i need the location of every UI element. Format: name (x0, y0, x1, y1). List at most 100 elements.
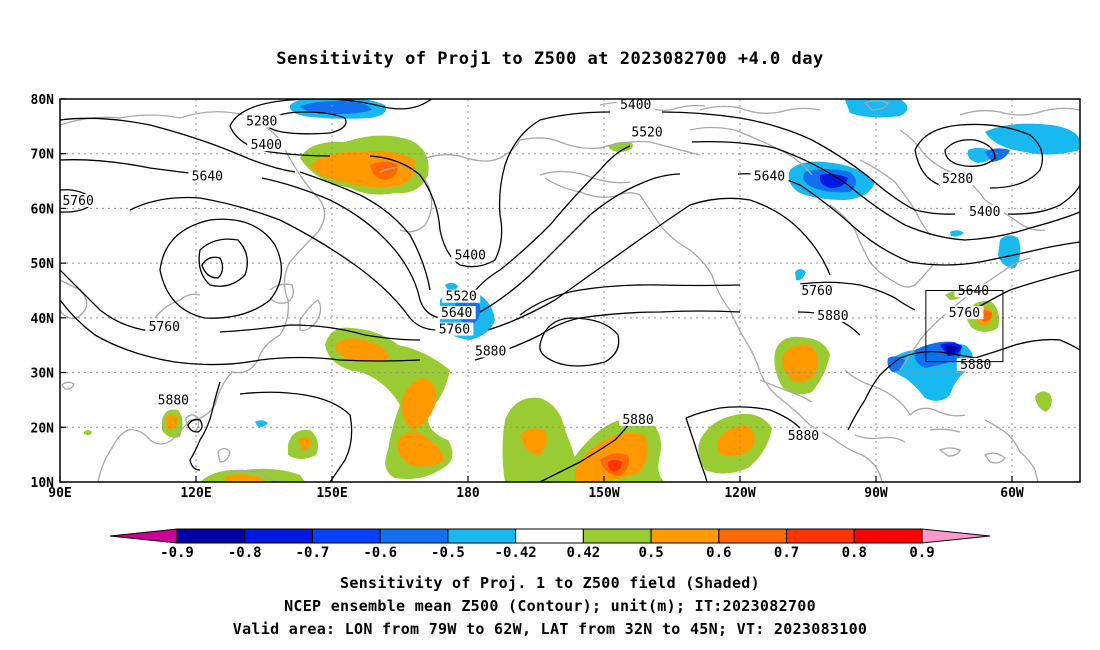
contour-label-bg (965, 204, 1004, 218)
contour-5880-west-loop (198, 238, 248, 287)
contour-label-bg (60, 193, 98, 207)
colorbar-swatch (447, 528, 517, 544)
positive-region-strong (717, 425, 755, 457)
x-tick-label: 90E (48, 486, 71, 501)
y-tick-label: 50N (31, 257, 55, 272)
contour-5280-right (914, 123, 1044, 189)
contour-5640-left-b (261, 177, 441, 319)
contour-label: 5880 (788, 429, 819, 444)
contour-5640-mid (479, 173, 681, 313)
contour-label: 5280 (246, 115, 277, 130)
colorbar-label: -0.6 (363, 545, 397, 561)
contour-5760-lower-left (60, 269, 161, 333)
negative-region (445, 282, 458, 291)
x-tick-label: 150W (588, 486, 619, 501)
positive-region-strong (401, 378, 437, 430)
contour-5760-left-b (129, 196, 439, 331)
z500-contours (60, 99, 1080, 482)
contour-label-bg (784, 429, 823, 443)
sensitivity-shading (84, 99, 1080, 482)
negative-region (998, 235, 1021, 268)
colorbar-label: -0.8 (228, 545, 262, 561)
colorbar-swatch (582, 528, 652, 544)
y-tick-label: 80N (31, 93, 55, 108)
contour-5520-left (60, 117, 296, 173)
contour-label-bg (435, 322, 474, 336)
colorbar-label: 0.6 (706, 545, 731, 561)
colorbar-swatch (515, 528, 584, 544)
colorbar: -0.9 -0.8 -0.7 -0.6 -0.5 -0.42 0.42 0.5 0.6 0.7 0.… (109, 528, 991, 561)
caption-line-1: Sensitivity of Proj. 1 to Z500 field (Sh… (340, 574, 760, 592)
contour-5400-left-c (369, 111, 611, 268)
contour-label-bg (437, 306, 476, 320)
negative-region (845, 99, 908, 118)
contour-label: 5760 (62, 194, 93, 209)
contour-label-bg (945, 306, 984, 320)
contour-label: 5880 (475, 344, 506, 359)
contour-label-bg (154, 393, 193, 407)
x-tick-label: 90W (864, 486, 888, 501)
contour-label: 5640 (754, 169, 785, 184)
positive-region (1035, 391, 1052, 412)
y-tick-label: 70N (31, 148, 55, 163)
contour-label-bg (442, 289, 481, 303)
contour-label: 5520 (631, 126, 662, 141)
positive-region-strong (335, 338, 390, 362)
colorbar-label: 0.8 (842, 545, 867, 561)
x-tick-label: 120W (724, 486, 755, 501)
negative-region-strong (300, 100, 372, 115)
contour-label: 5400 (969, 205, 1000, 220)
contour-5280-inner (944, 139, 996, 167)
colorbar-swatch (176, 528, 246, 544)
positive-region-strong (520, 428, 547, 455)
positive-region-strong (397, 432, 445, 467)
positive-region-core (607, 460, 622, 472)
contour-label: 5640 (192, 169, 223, 184)
colorbar-label: -0.7 (296, 545, 330, 561)
colorbar-label: -0.5 (431, 545, 465, 561)
colorbar-low-extend (109, 528, 178, 544)
contour-5520-mid (299, 171, 431, 291)
contour-label-bg (619, 412, 657, 426)
negative-region (795, 269, 806, 281)
contour-label-bg (813, 308, 852, 322)
colorbar-swatch (650, 528, 720, 544)
contour-5760-lower-left-b (219, 324, 421, 341)
colorbar-swatch (718, 528, 788, 544)
colorbar-label: 0.42 (567, 545, 601, 561)
colorbar-label: 0.9 (909, 545, 934, 561)
contour-label-bg (750, 169, 789, 183)
contour-5760-r-c (519, 284, 741, 316)
contour-5640-r (737, 173, 1080, 266)
chart-title: Sensitivity of Proj1 to Z500 at 20230827… (276, 49, 824, 69)
contour-5880-mex-b (685, 417, 708, 482)
contour-5880-mid (579, 310, 741, 319)
contour-label-bg (798, 284, 837, 298)
colorbar-swatch (244, 528, 313, 544)
contour-label: 5760 (149, 320, 180, 335)
positive-region-strong (165, 415, 178, 430)
colorbar-swatch (853, 528, 923, 544)
contour-5880-sw (239, 391, 353, 482)
contour-5880-east (847, 350, 976, 431)
x-tick-label: 150E (316, 486, 347, 501)
contour-5880-west-outer (159, 218, 282, 319)
contour-5880-west-inner (201, 256, 224, 279)
contour-label: 5640 (958, 284, 989, 299)
contour-5760-r-b (969, 269, 1080, 313)
contour-label: 5760 (801, 284, 832, 299)
plot-frame (59, 98, 1081, 483)
colorbar-label: -0.9 (160, 545, 194, 561)
contour-5280-left (265, 111, 347, 135)
colorbar-label: 0.7 (774, 545, 799, 561)
y-axis: 10N 20N 30N 40N 50N 60N 70N 80N (31, 93, 66, 491)
contour-label: 5520 (446, 290, 477, 305)
contour-label: 5280 (942, 172, 973, 187)
contour-label-bg (628, 125, 667, 139)
x-tick-label: 180 (456, 486, 480, 501)
contour-label-bg (451, 248, 490, 262)
y-tick-label: 20N (31, 421, 55, 436)
x-tick-label: 60W (1000, 486, 1024, 501)
x-axis: 90E 120E 150E 180 150W 120W 90W 60W (48, 476, 1024, 501)
